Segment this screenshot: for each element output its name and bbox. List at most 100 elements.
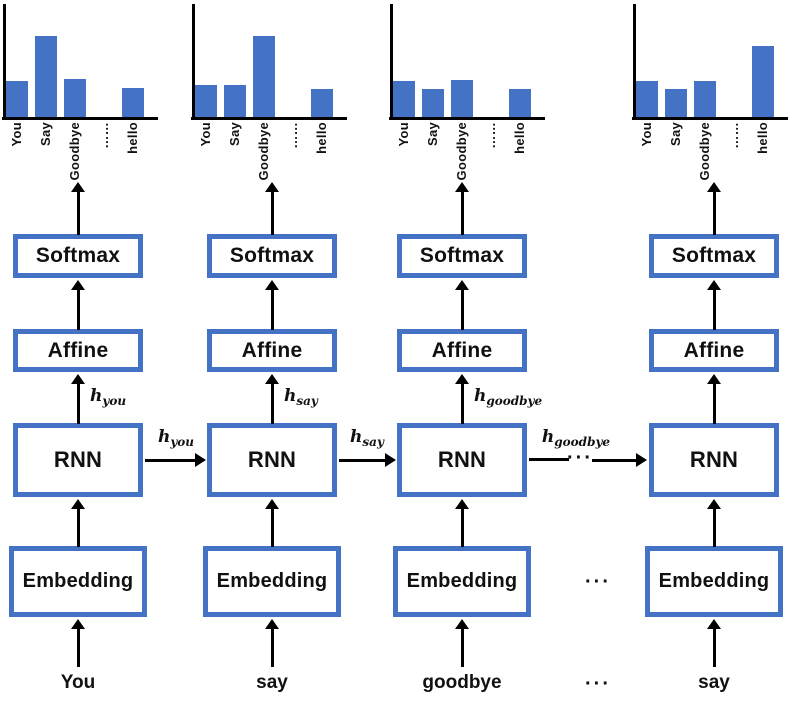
vocab-label-3-1: Say — [425, 122, 440, 147]
arrow-word-to-embedding-4-head — [707, 619, 721, 629]
arrow-embedding-to-rnn-3 — [455, 499, 469, 547]
arrow-rnn-to-affine-1 — [71, 374, 85, 424]
arrow-rnn-to-affine-3-line — [460, 382, 464, 424]
arrow-affine-to-softmax-2-line — [270, 288, 274, 330]
recurrent-state-label-2-base: h — [350, 427, 363, 447]
arrow-rnn-to-affine-1-head — [71, 374, 85, 384]
softmax-box-2: Softmax — [207, 234, 337, 278]
recurrent-state-label-2: hsay — [317, 427, 417, 449]
prob-bar-hello-3 — [509, 89, 531, 117]
arrow-affine-to-softmax-4 — [707, 280, 721, 330]
vocab-label-4-3: …… — [726, 122, 741, 149]
arrow-softmax-to-output-1-head — [71, 182, 85, 192]
prob-bar-you-3 — [393, 81, 415, 117]
hidden-state-label-3-subscript: goodbye — [486, 394, 543, 408]
hidden-state-label-3-base: h — [474, 386, 487, 406]
vocab-label-3-0: You — [396, 122, 411, 147]
arrow-embedding-to-rnn-3-head — [455, 499, 469, 509]
rnn-box-2: RNN — [207, 423, 337, 497]
arrow-affine-to-softmax-3 — [455, 280, 469, 330]
input-word-2: say — [256, 672, 288, 693]
affine-box-4: Affine — [649, 329, 779, 372]
arrow-rnn-to-affine-3-head — [455, 374, 469, 384]
hidden-state-label-2: hsay — [284, 386, 318, 407]
arrow-rnn1-to-rnn2-line — [145, 458, 197, 462]
arrow-rnn1-to-rnn2-head — [195, 453, 206, 467]
recurrent-state-label-3-subscript: goodbye — [554, 435, 611, 449]
chart-2-x-axis — [191, 117, 347, 120]
rnn-box-3: RNN — [397, 423, 527, 497]
arrow-into-rnn4-line — [592, 458, 638, 462]
hidden-state-label-1-base: h — [90, 386, 103, 406]
arrow-word-to-embedding-1-line — [76, 627, 80, 667]
vocab-label-4-0: You — [639, 122, 654, 147]
recurrent-state-label-2-subscript: say — [362, 435, 384, 449]
prob-bar-you-2 — [195, 85, 217, 117]
arrow-word-to-embedding-2 — [265, 619, 279, 667]
arrow-affine-to-softmax-1 — [71, 280, 85, 330]
vocab-label-4-1: Say — [668, 122, 683, 147]
chart-1-x-axis — [2, 117, 158, 120]
arrow-word-to-embedding-2-line — [270, 627, 274, 667]
arrow-softmax-to-output-2 — [265, 182, 279, 235]
arrow-rnn3-out-line — [529, 458, 569, 461]
vocab-label-2-2: Goodbye — [256, 122, 271, 181]
arrow-affine-to-softmax-2-head — [265, 280, 279, 290]
recurrent-state-label-1-base: h — [157, 427, 171, 447]
rnn-box-1: RNN — [13, 423, 143, 497]
vocab-label-2-0: You — [198, 122, 213, 147]
arrow-embedding-to-rnn-1 — [71, 499, 85, 547]
vocab-label-2-4: hello — [314, 122, 329, 154]
prob-bar-goodbye-4 — [694, 81, 716, 117]
chart-1-y-axis — [3, 4, 6, 120]
vocab-label-2-1: Say — [227, 122, 242, 147]
ellipsis-recurrent: ··· — [567, 447, 593, 469]
arrow-word-to-embedding-1-head — [71, 619, 85, 629]
recurrent-state-label-1: hyou — [126, 427, 226, 449]
input-word-4: say — [698, 672, 730, 693]
arrow-rnn-to-affine-3 — [455, 374, 469, 424]
arrow-embedding-to-rnn-4 — [707, 499, 721, 547]
embedding-box-4: Embedding — [645, 546, 783, 617]
chart-3-y-axis — [390, 4, 393, 120]
hidden-state-label-1: hyou — [90, 386, 126, 407]
vocab-label-1-4: hello — [125, 122, 140, 154]
vocab-label-1-2: Goodbye — [67, 122, 82, 181]
prob-bar-hello-4 — [752, 46, 774, 117]
ellipsis-embedding: ··· — [585, 571, 611, 593]
chart-2-y-axis — [192, 4, 195, 120]
arrow-word-to-embedding-3 — [455, 619, 469, 667]
input-word-1: You — [60, 672, 96, 693]
arrow-softmax-to-output-3-head — [455, 182, 469, 192]
hidden-state-label-3: hgoodbye — [474, 386, 543, 408]
prob-bar-you-4 — [636, 81, 658, 117]
vocab-label-4-4: hello — [755, 122, 770, 154]
arrow-rnn2-to-rnn3 — [339, 453, 396, 467]
arrow-into-rnn4 — [592, 453, 647, 467]
recurrent-state-label-1-subscript: you — [170, 435, 195, 449]
arrow-affine-to-softmax-4-line — [712, 288, 716, 330]
softmax-box-1: Softmax — [13, 234, 143, 278]
vocab-label-1-1: Say — [38, 122, 53, 147]
arrow-softmax-to-output-2-line — [270, 190, 274, 235]
arrow-embedding-to-rnn-2 — [265, 499, 279, 547]
arrow-embedding-to-rnn-2-head — [265, 499, 279, 509]
arrow-word-to-embedding-4-line — [712, 627, 716, 667]
vocab-label-4-2: Goodbye — [697, 122, 712, 181]
arrow-rnn-to-affine-1-line — [76, 382, 80, 424]
softmax-box-3: Softmax — [397, 234, 527, 278]
embedding-box-1: Embedding — [9, 546, 147, 617]
prob-bar-say-2 — [224, 85, 246, 117]
ellipsis-word: ··· — [585, 673, 611, 695]
prob-bar-goodbye-3 — [451, 80, 473, 117]
affine-box-2: Affine — [207, 329, 337, 372]
prob-bar-goodbye-1 — [64, 79, 86, 117]
arrow-softmax-to-output-1-line — [76, 190, 80, 235]
arrow-rnn-to-affine-2-line — [270, 382, 274, 424]
arrow-softmax-to-output-4-line — [712, 190, 716, 235]
embedding-box-2: Embedding — [203, 546, 341, 617]
arrow-affine-to-softmax-4-head — [707, 280, 721, 290]
vocab-label-3-4: hello — [512, 122, 527, 154]
input-word-3: goodbye — [422, 672, 502, 693]
chart-4-x-axis — [632, 117, 788, 120]
